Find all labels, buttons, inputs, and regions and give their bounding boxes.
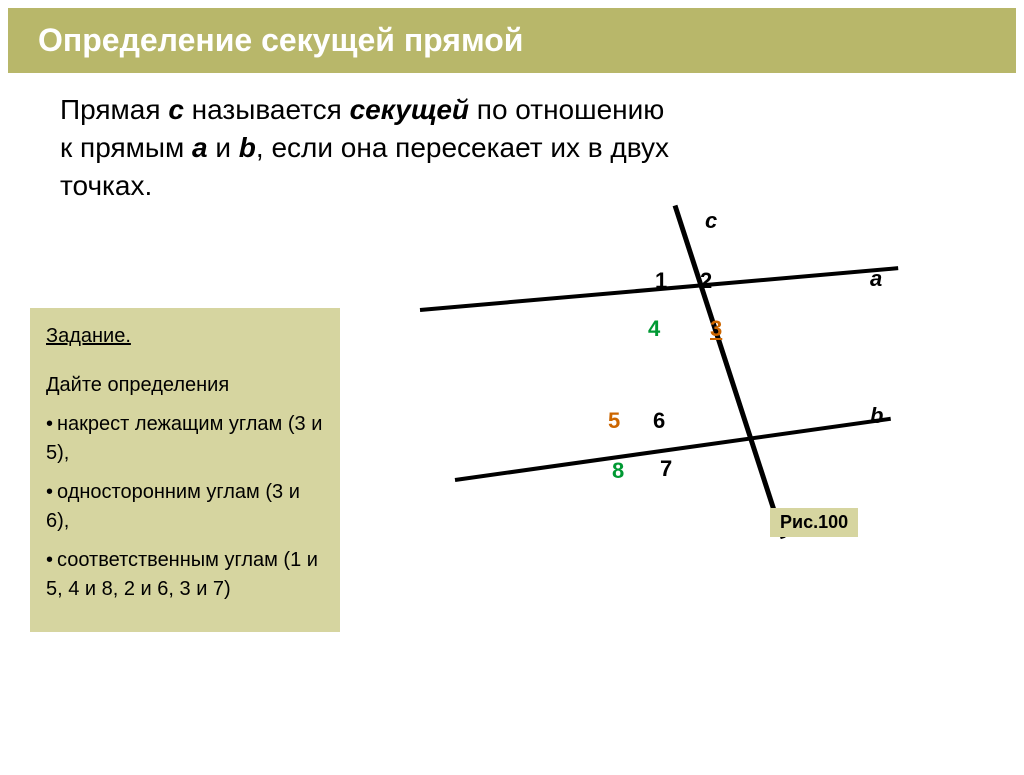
line-label-b: b: [870, 403, 883, 429]
task-item: накрест лежащим углам (3 и 5),: [46, 410, 324, 468]
line-b: [455, 417, 891, 482]
task-item: односторонним углам (3 и 6),: [46, 478, 324, 536]
line-c: [673, 205, 786, 539]
def-and: и: [208, 132, 239, 163]
def-c: c: [168, 94, 184, 125]
title-bar: Определение секущей прямой: [8, 8, 1016, 73]
task-box: Задание. Дайте определения накрест лежащ…: [30, 308, 340, 632]
def-a: a: [192, 132, 208, 163]
figure-caption: Рис.100: [770, 508, 858, 537]
task-item: соответственным углам (1 и 5, 4 и 8, 2 и…: [46, 546, 324, 604]
page-title: Определение секущей прямой: [38, 22, 986, 59]
definition-text: Прямая c называется секущей по отношению…: [0, 73, 720, 204]
angle-label-1: 1: [655, 268, 667, 294]
angle-label-8: 8: [612, 458, 624, 484]
line-label-a: a: [870, 266, 882, 292]
angle-label-4: 4: [648, 316, 660, 342]
task-title: Задание.: [46, 322, 131, 351]
angle-label-6: 6: [653, 408, 665, 434]
task-list: накрест лежащим углам (3 и 5), односторо…: [46, 410, 324, 604]
line-label-c: c: [705, 208, 717, 234]
angle-label-2: 2: [700, 268, 712, 294]
angle-label-3: 3: [710, 316, 722, 342]
def-secant: секущей: [350, 94, 469, 125]
def-pre: Прямая: [60, 94, 168, 125]
angle-label-7: 7: [660, 456, 672, 482]
angle-label-5: 5: [608, 408, 620, 434]
geometry-diagram: a b c 1 2 4 3 5 6 8 7 Рис.100: [370, 208, 1010, 588]
def-mid1: называется: [184, 94, 350, 125]
def-b: b: [239, 132, 256, 163]
task-intro: Дайте определения: [46, 371, 324, 400]
